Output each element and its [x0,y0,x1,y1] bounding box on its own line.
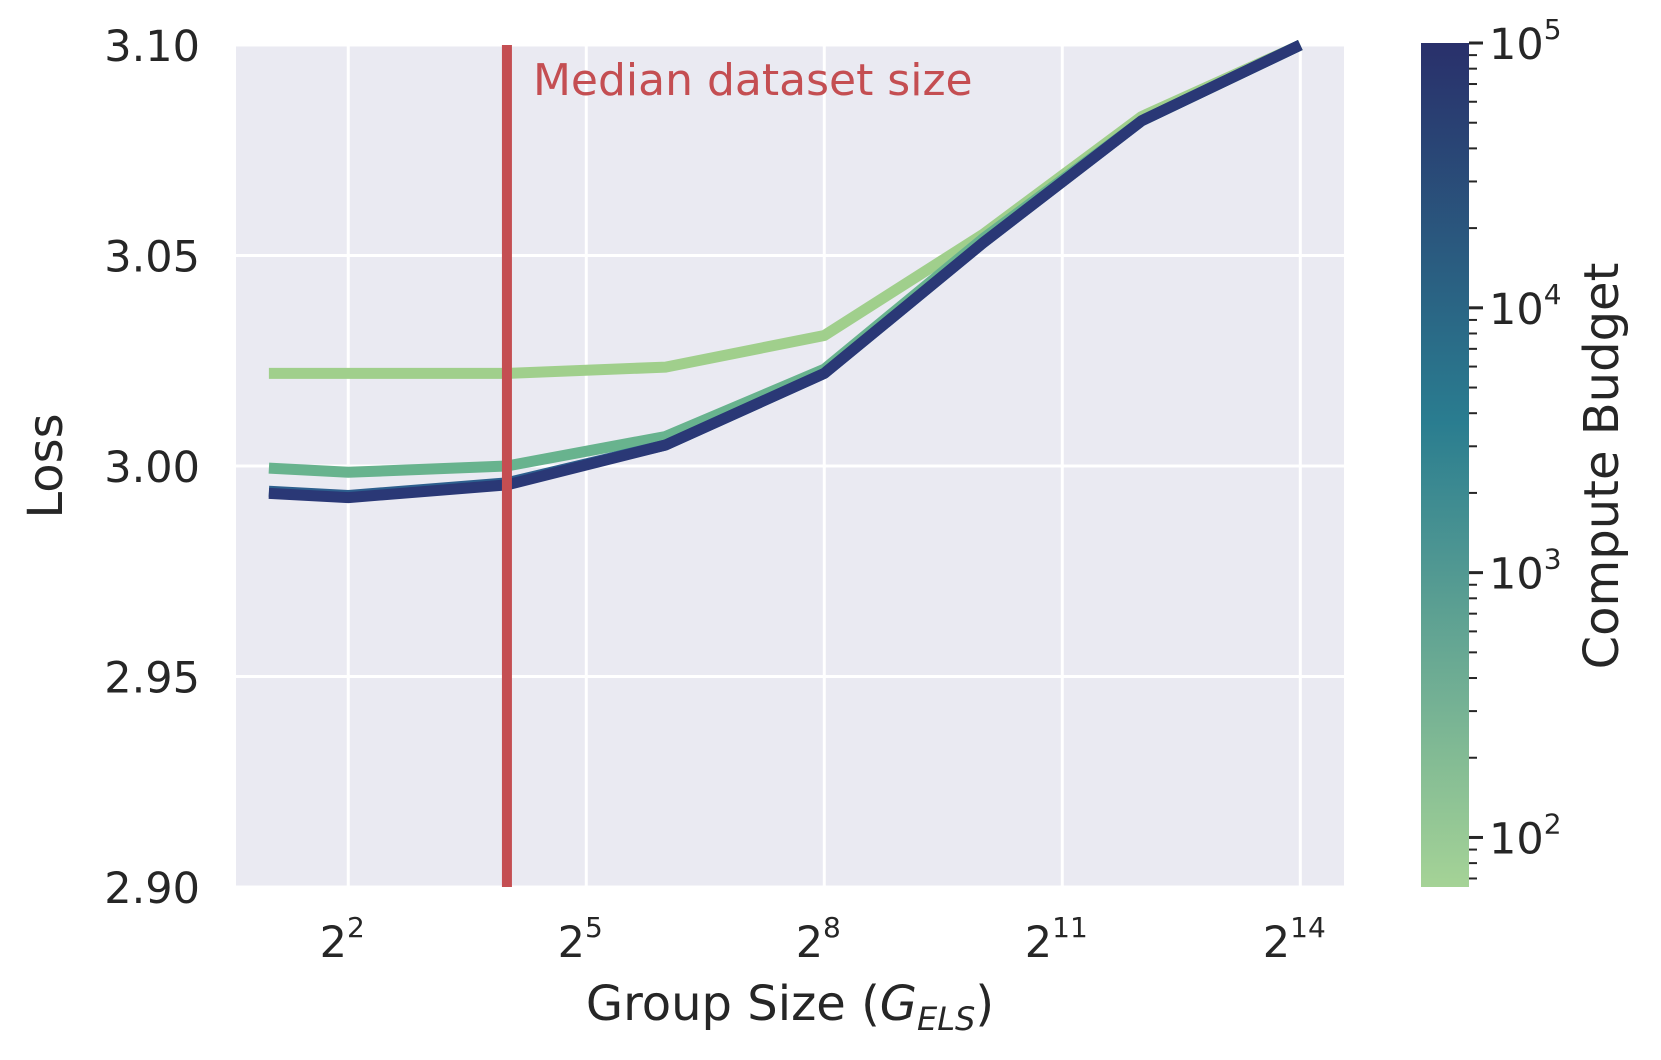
colorbar-gradient [1421,43,1469,887]
colorbar-tick-label: 103 [1489,543,1562,600]
y-tick-label: 3.05 [104,233,200,283]
series-lines [268,39,1303,504]
colorbar-tick-label: 104 [1489,278,1562,335]
x-axis-label-var: G [880,976,917,1032]
y-tick-label: 3.00 [104,443,200,493]
colorbar-tick-label: 102 [1489,807,1562,864]
x-tick-labels: 22 25 28 211 214 [320,911,1326,968]
x-tick-label: 25 [558,911,603,968]
x-tick-label: 214 [1263,911,1326,968]
series-line [268,40,1303,504]
y-tick-label: 2.90 [104,864,200,914]
x-axis-label: Group Size (GELS) [586,976,994,1038]
colorbar-minor-ticks [1469,41,1483,880]
x-axis-label-sub: ELS [917,1000,975,1038]
colorbar-tick-label: 105 [1489,13,1562,70]
x-tick-label: 28 [796,911,841,968]
median-line-group: Median dataset size [501,45,973,887]
median-dataset-annotation: Median dataset size [533,55,973,106]
x-axis-label-text: Group Size ( [586,976,880,1032]
y-axis-label: Loss [18,413,74,518]
x-axis-label-close: ) [975,976,994,1032]
colorbar-label: Compute Budget [1574,263,1630,670]
y-tick-label: 3.10 [104,22,200,72]
y-tick-labels: 2.90 2.95 3.00 3.05 3.10 [104,22,200,914]
x-tick-label: 22 [320,911,365,968]
colorbar-tick-labels: 102 103 104 105 [1489,13,1562,864]
x-tick-label: 211 [1025,911,1088,968]
colorbar: 102 103 104 105 Compute Budget [1421,13,1630,887]
y-tick-label: 2.95 [104,654,200,704]
